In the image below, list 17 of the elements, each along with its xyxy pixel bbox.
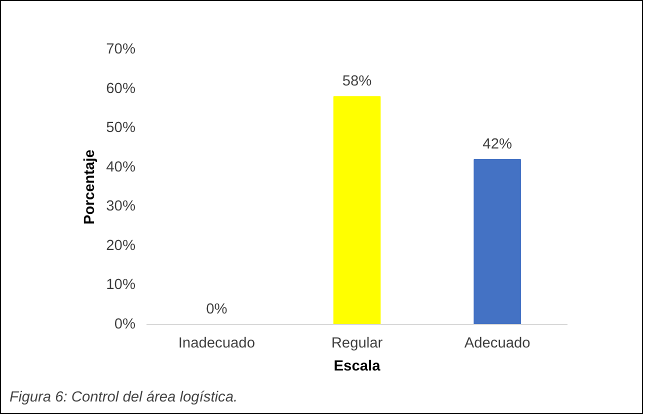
y-tick-label: 30% [106,198,136,215]
x-tick-label: Adecuado [464,336,530,352]
y-tick-label: 40% [106,159,136,176]
y-tick-label: 20% [106,238,136,254]
x-axis-title: Escala [334,358,382,374]
y-tick-label: 0% [114,316,136,332]
x-tick-label: Inadecuado [178,336,255,352]
x-tick-label: Regular [331,336,383,352]
y-axis-title: Porcentaje [82,150,98,224]
y-tick-label: 50% [106,120,136,136]
y-tick-label: 70% [106,42,136,58]
y-tick-label: 60% [106,80,136,97]
data-label: 0% [206,302,228,318]
y-tick-label: 10% [106,277,136,294]
text: Figura 6: Control del área logística. [10,390,238,406]
data-label: 58% [342,74,372,90]
data-label: 42% [482,136,512,152]
